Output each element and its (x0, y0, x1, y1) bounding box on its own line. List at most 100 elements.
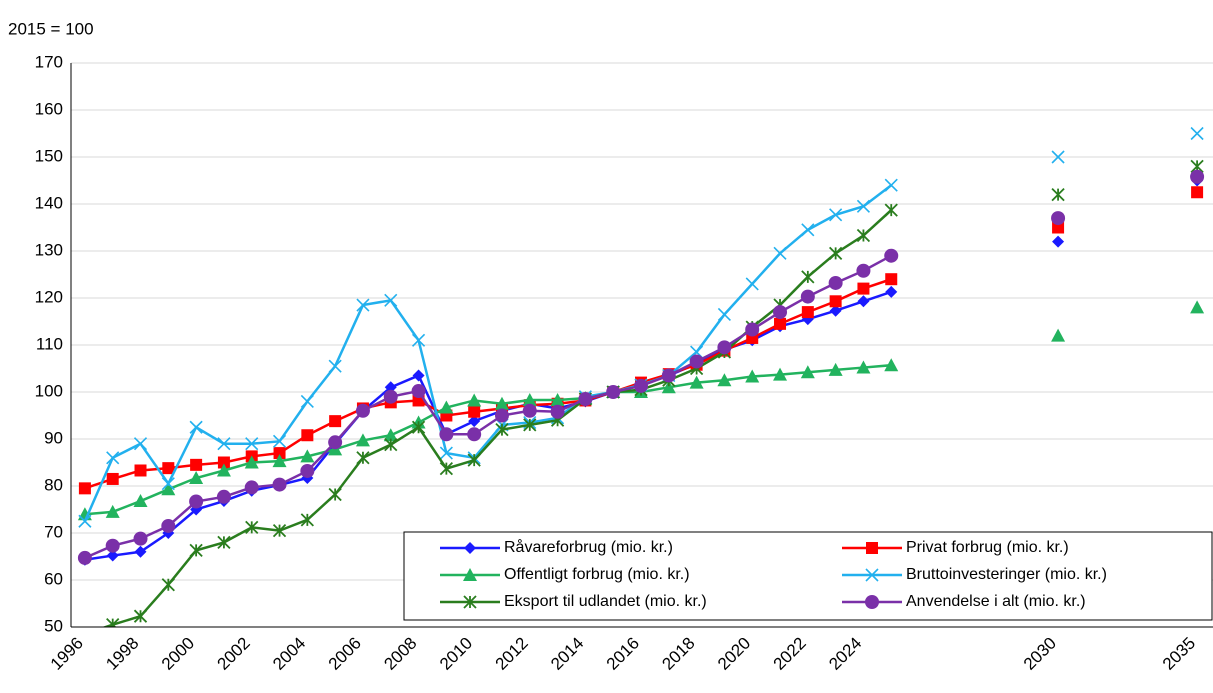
data-point (356, 451, 370, 465)
data-point (356, 298, 370, 312)
data-point (189, 494, 204, 509)
data-point (134, 545, 147, 558)
y-tick-label: 100 (35, 381, 63, 400)
data-point (273, 447, 286, 460)
data-point (106, 549, 119, 562)
data-point (717, 340, 732, 355)
data-point (1051, 328, 1066, 342)
data-point (745, 322, 760, 337)
x-tick-label: 2014 (547, 634, 587, 674)
legend-marker (464, 542, 476, 554)
y-tick-label: 70 (44, 522, 63, 541)
legend-marker (865, 595, 879, 609)
data-point (78, 482, 91, 495)
data-point (355, 403, 370, 418)
data-point (439, 446, 453, 460)
x-tick-label: 2018 (658, 634, 698, 674)
data-point (634, 378, 648, 393)
x-tick-label: 2000 (158, 634, 198, 674)
y-tick-label: 80 (44, 475, 63, 494)
data-point (411, 333, 426, 347)
data-point (411, 420, 426, 434)
series-line (85, 177, 1197, 558)
data-point (468, 415, 481, 428)
data-point (329, 415, 342, 428)
x-tick-label: 2035 (1159, 634, 1199, 674)
data-point (857, 282, 870, 295)
data-point (190, 458, 203, 471)
data-point (411, 384, 426, 399)
y-tick-label: 170 (35, 52, 63, 71)
legend-box (403, 531, 1213, 621)
data-point (217, 535, 231, 550)
y-axis-label: 2015 = 100 (8, 19, 94, 38)
data-point (1051, 150, 1065, 164)
data-point (383, 389, 398, 404)
data-point (828, 246, 843, 260)
data-point (161, 477, 175, 491)
data-point (189, 420, 203, 434)
data-point (606, 385, 621, 399)
data-point (439, 461, 454, 476)
data-point (1052, 221, 1065, 234)
x-tick-label: 2020 (714, 634, 754, 674)
data-point (745, 369, 760, 383)
legend-label: Eksport til udlandet (mio. kr.) (504, 593, 707, 610)
data-point (244, 480, 259, 495)
legend-label: Råvareforbrug (mio. kr.) (504, 538, 673, 556)
data-point (272, 477, 287, 492)
data-point (494, 408, 509, 423)
data-point (161, 518, 176, 533)
data-point (467, 453, 481, 467)
legend-marker (866, 542, 878, 554)
data-point (216, 463, 231, 477)
data-point (1190, 169, 1205, 184)
data-point (689, 375, 704, 389)
data-point (801, 270, 815, 284)
data-point (800, 289, 815, 304)
data-point (856, 228, 871, 243)
data-point (661, 380, 676, 394)
data-point (300, 513, 314, 527)
data-point (301, 429, 314, 442)
data-point (78, 514, 92, 528)
data-point (1190, 300, 1205, 314)
y-tick-label: 160 (35, 99, 63, 118)
data-point (801, 223, 815, 237)
data-point (133, 494, 148, 508)
data-point (550, 392, 565, 406)
data-point (1052, 235, 1065, 248)
data-point (272, 524, 287, 538)
x-tick-label: 1998 (102, 634, 142, 674)
y-tick-label: 50 (44, 616, 63, 635)
data-point (383, 428, 398, 442)
data-point (494, 396, 509, 410)
data-point (216, 489, 231, 504)
data-point (272, 434, 287, 448)
data-point (106, 472, 119, 485)
data-point (829, 304, 842, 317)
data-point (523, 418, 537, 432)
data-point (245, 520, 259, 534)
x-tick-label: 2008 (380, 634, 420, 674)
data-point (189, 543, 203, 558)
y-tick-label: 130 (35, 240, 63, 259)
legend-label: Bruttoinvesteringer (mio. kr.) (906, 566, 1107, 583)
data-point (272, 454, 287, 468)
y-tick-label: 150 (35, 146, 63, 165)
data-point (856, 360, 871, 374)
data-point (161, 482, 176, 496)
legend-marker (463, 595, 477, 609)
x-tick-label: 2006 (325, 634, 365, 674)
data-point (106, 618, 120, 627)
data-point (745, 277, 759, 291)
data-point (439, 400, 454, 414)
data-point (328, 487, 342, 502)
data-point (522, 392, 537, 406)
data-point (189, 471, 204, 485)
x-tick-label: 2024 (825, 634, 865, 674)
data-point (885, 285, 898, 298)
data-point (773, 305, 788, 320)
data-point (717, 307, 731, 322)
data-point (79, 628, 91, 640)
